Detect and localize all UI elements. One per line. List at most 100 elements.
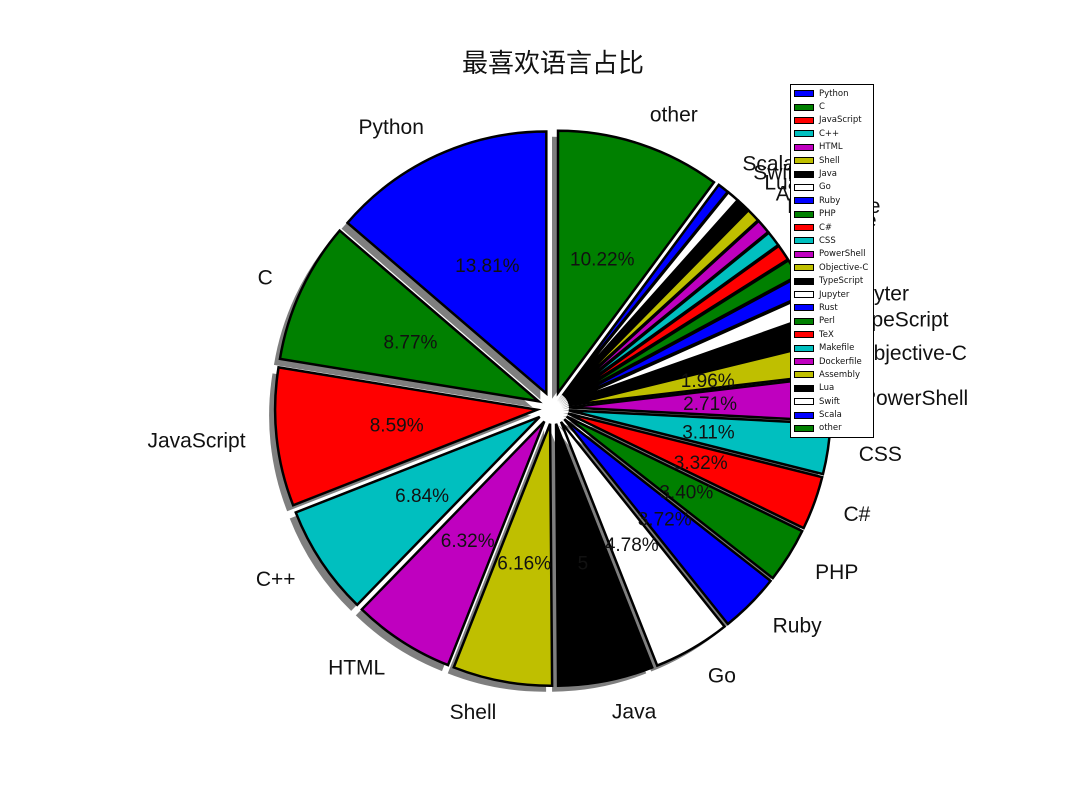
legend-item-python: Python	[791, 87, 873, 100]
legend-swatch	[794, 143, 814, 151]
pct-label-c: 3.32%	[674, 453, 728, 474]
legend-label: C	[819, 102, 825, 113]
legend-label: other	[819, 423, 842, 434]
legend-swatch	[794, 304, 814, 312]
legend-label: Jupyter	[819, 289, 850, 300]
legend-swatch	[794, 291, 814, 299]
pct-label-other: 10.22%	[570, 250, 635, 271]
slice-label-javascript: JavaScript	[148, 430, 246, 453]
legend-label: PowerShell	[819, 249, 866, 260]
legend-label: C#	[819, 222, 833, 233]
legend-item-c: C	[791, 100, 873, 113]
pie-slice-scala	[561, 183, 730, 397]
pie-slice-c	[294, 415, 541, 607]
legend-item-lua: Lua	[791, 382, 873, 395]
slice-label-shell: Shell	[450, 701, 497, 724]
slice-label-ruby: Ruby	[773, 615, 823, 638]
legend-swatch	[794, 130, 814, 138]
legend-item-rust: Rust	[791, 301, 873, 314]
legend-label: Swift	[819, 396, 840, 407]
legend-swatch	[794, 344, 814, 352]
legend: Python C JavaScript C++ HTML Shell Java Go Ruby P…	[790, 84, 874, 439]
slice-label-scala: Scala	[742, 153, 795, 176]
legend-label: Go	[819, 182, 831, 193]
pct-label-go: 4.78%	[605, 535, 659, 556]
legend-label: Lua	[819, 383, 835, 394]
legend-label: Shell	[819, 155, 840, 166]
legend-label: Java	[819, 169, 837, 180]
legend-item-tex: TeX	[791, 328, 873, 341]
slice-label-python: Python	[359, 116, 424, 139]
slice-label-c: C++	[256, 568, 296, 591]
legend-item-powershell: PowerShell	[791, 248, 873, 261]
legend-swatch	[794, 103, 814, 111]
pct-label-ruby: 3.72%	[638, 510, 692, 531]
legend-item-makefile: Makefile	[791, 341, 873, 354]
legend-label: Scala	[819, 410, 842, 421]
legend-swatch	[794, 398, 814, 406]
pie-slice-php	[565, 415, 804, 580]
legend-swatch	[794, 277, 814, 285]
pie-slices	[273, 129, 833, 687]
legend-item-jupyter: Jupyter	[791, 288, 873, 301]
legend-item-objective-c: Objective-C	[791, 261, 873, 274]
legend-item-php: PHP	[791, 208, 873, 221]
slice-label-html: HTML	[328, 657, 385, 680]
slice-label-php: PHP	[815, 561, 858, 584]
pie-slice-ruby	[563, 418, 773, 626]
slice-label-c: C	[258, 266, 273, 289]
legend-label: CSS	[819, 235, 836, 246]
legend-item-assembly: Assembly	[791, 368, 873, 381]
pct-label-html: 6.32%	[441, 531, 495, 552]
pct-label-css: 3.11%	[682, 422, 735, 443]
legend-swatch	[794, 358, 814, 365]
pie-slice-go	[559, 421, 727, 668]
pie-slice-python	[345, 130, 548, 397]
legend-label: TeX	[819, 329, 834, 340]
pie-slice-html	[360, 420, 546, 667]
legend-swatch	[794, 197, 814, 205]
legend-swatch	[794, 424, 814, 432]
legend-swatch	[794, 210, 814, 218]
pie-slice-shell	[452, 423, 554, 687]
legend-item-typescript: TypeScript	[791, 274, 873, 287]
legend-swatch	[794, 116, 814, 124]
legend-swatch	[794, 264, 814, 272]
legend-label: HTML	[819, 142, 843, 153]
legend-swatch	[794, 224, 814, 232]
legend-item-other: other	[791, 422, 873, 435]
slice-label-typescript: TypeScript	[849, 309, 948, 332]
pie-slice-java	[554, 423, 654, 687]
legend-item-go: Go	[791, 181, 873, 194]
slice-label-swift: Swift	[753, 161, 799, 184]
legend-label: C++	[819, 128, 840, 139]
slice-label-objective-c: Objective-C	[857, 342, 967, 365]
legend-swatch	[794, 170, 814, 178]
pie-slice-c	[567, 412, 824, 530]
pct-label-c: 8.77%	[384, 333, 438, 354]
pct-label-shell: 6.16%	[497, 554, 551, 575]
legend-label: Assembly	[819, 369, 860, 380]
slice-label-css: CSS	[859, 443, 902, 466]
slice-label-go: Go	[708, 665, 736, 688]
legend-item-scala: Scala	[791, 408, 873, 421]
slice-label-other: other	[650, 103, 698, 126]
pct-label-java: 5	[578, 553, 589, 574]
legend-label: JavaScript	[819, 115, 862, 126]
legend-swatch	[794, 90, 814, 98]
pie-slice-c	[278, 228, 543, 404]
legend-item-perl: Perl	[791, 315, 873, 328]
legend-swatch	[794, 411, 814, 419]
pct-label-c: 6.84%	[395, 486, 449, 507]
legend-swatch	[794, 371, 814, 379]
pct-label-powershell: 2.71%	[683, 394, 737, 415]
pie-slice-javascript	[273, 365, 542, 507]
legend-label: TypeScript	[819, 276, 864, 287]
chart-title: 最喜欢语言占比	[462, 49, 644, 79]
legend-label: Dockerfile	[819, 356, 862, 367]
legend-item-ruby: Ruby	[791, 194, 873, 207]
legend-label: Objective-C	[819, 262, 869, 273]
legend-item-html: HTML	[791, 141, 873, 154]
